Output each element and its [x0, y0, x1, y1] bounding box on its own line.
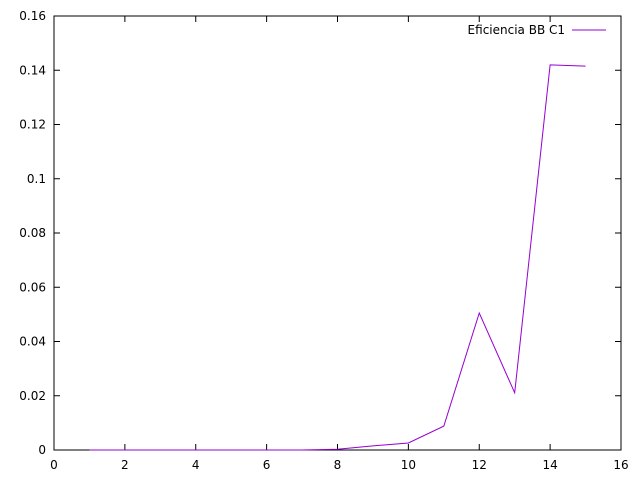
y-tick-label: 0.16 — [19, 9, 46, 23]
x-tick-label: 14 — [542, 458, 557, 472]
plot-frame — [53, 15, 622, 451]
series-layer — [89, 64, 586, 451]
y-tick-label: 0.02 — [19, 389, 46, 403]
x-tick-label: 6 — [263, 458, 271, 472]
x-tick-label: 12 — [472, 458, 487, 472]
x-tick-label: 10 — [401, 458, 416, 472]
x-tick-label: 16 — [613, 458, 628, 472]
legend-label: Eficiencia BB C1 — [468, 23, 565, 37]
y-tick-label: 0.04 — [19, 335, 46, 349]
x-tick-label: 8 — [334, 458, 342, 472]
y-tick-label: 0.06 — [19, 280, 46, 294]
y-tick-label: 0.1 — [27, 172, 46, 186]
y-tick-label: 0.14 — [19, 63, 46, 77]
x-tick-label: 4 — [192, 458, 200, 472]
x-tick-label: 0 — [50, 458, 58, 472]
ticks-layer: 0 2 4 6 8 10 12 14 16 0 0.02 0.04 0.06 0.08 0.1 0.12 0.1… — [19, 9, 628, 472]
y-tick-label: 0.08 — [19, 226, 46, 240]
x-tick-label: 2 — [121, 458, 129, 472]
y-tick-label: 0 — [38, 443, 46, 457]
legend: Eficiencia BB C1 — [468, 23, 606, 37]
series-line — [89, 64, 586, 451]
y-tick-label: 0.12 — [19, 118, 46, 132]
